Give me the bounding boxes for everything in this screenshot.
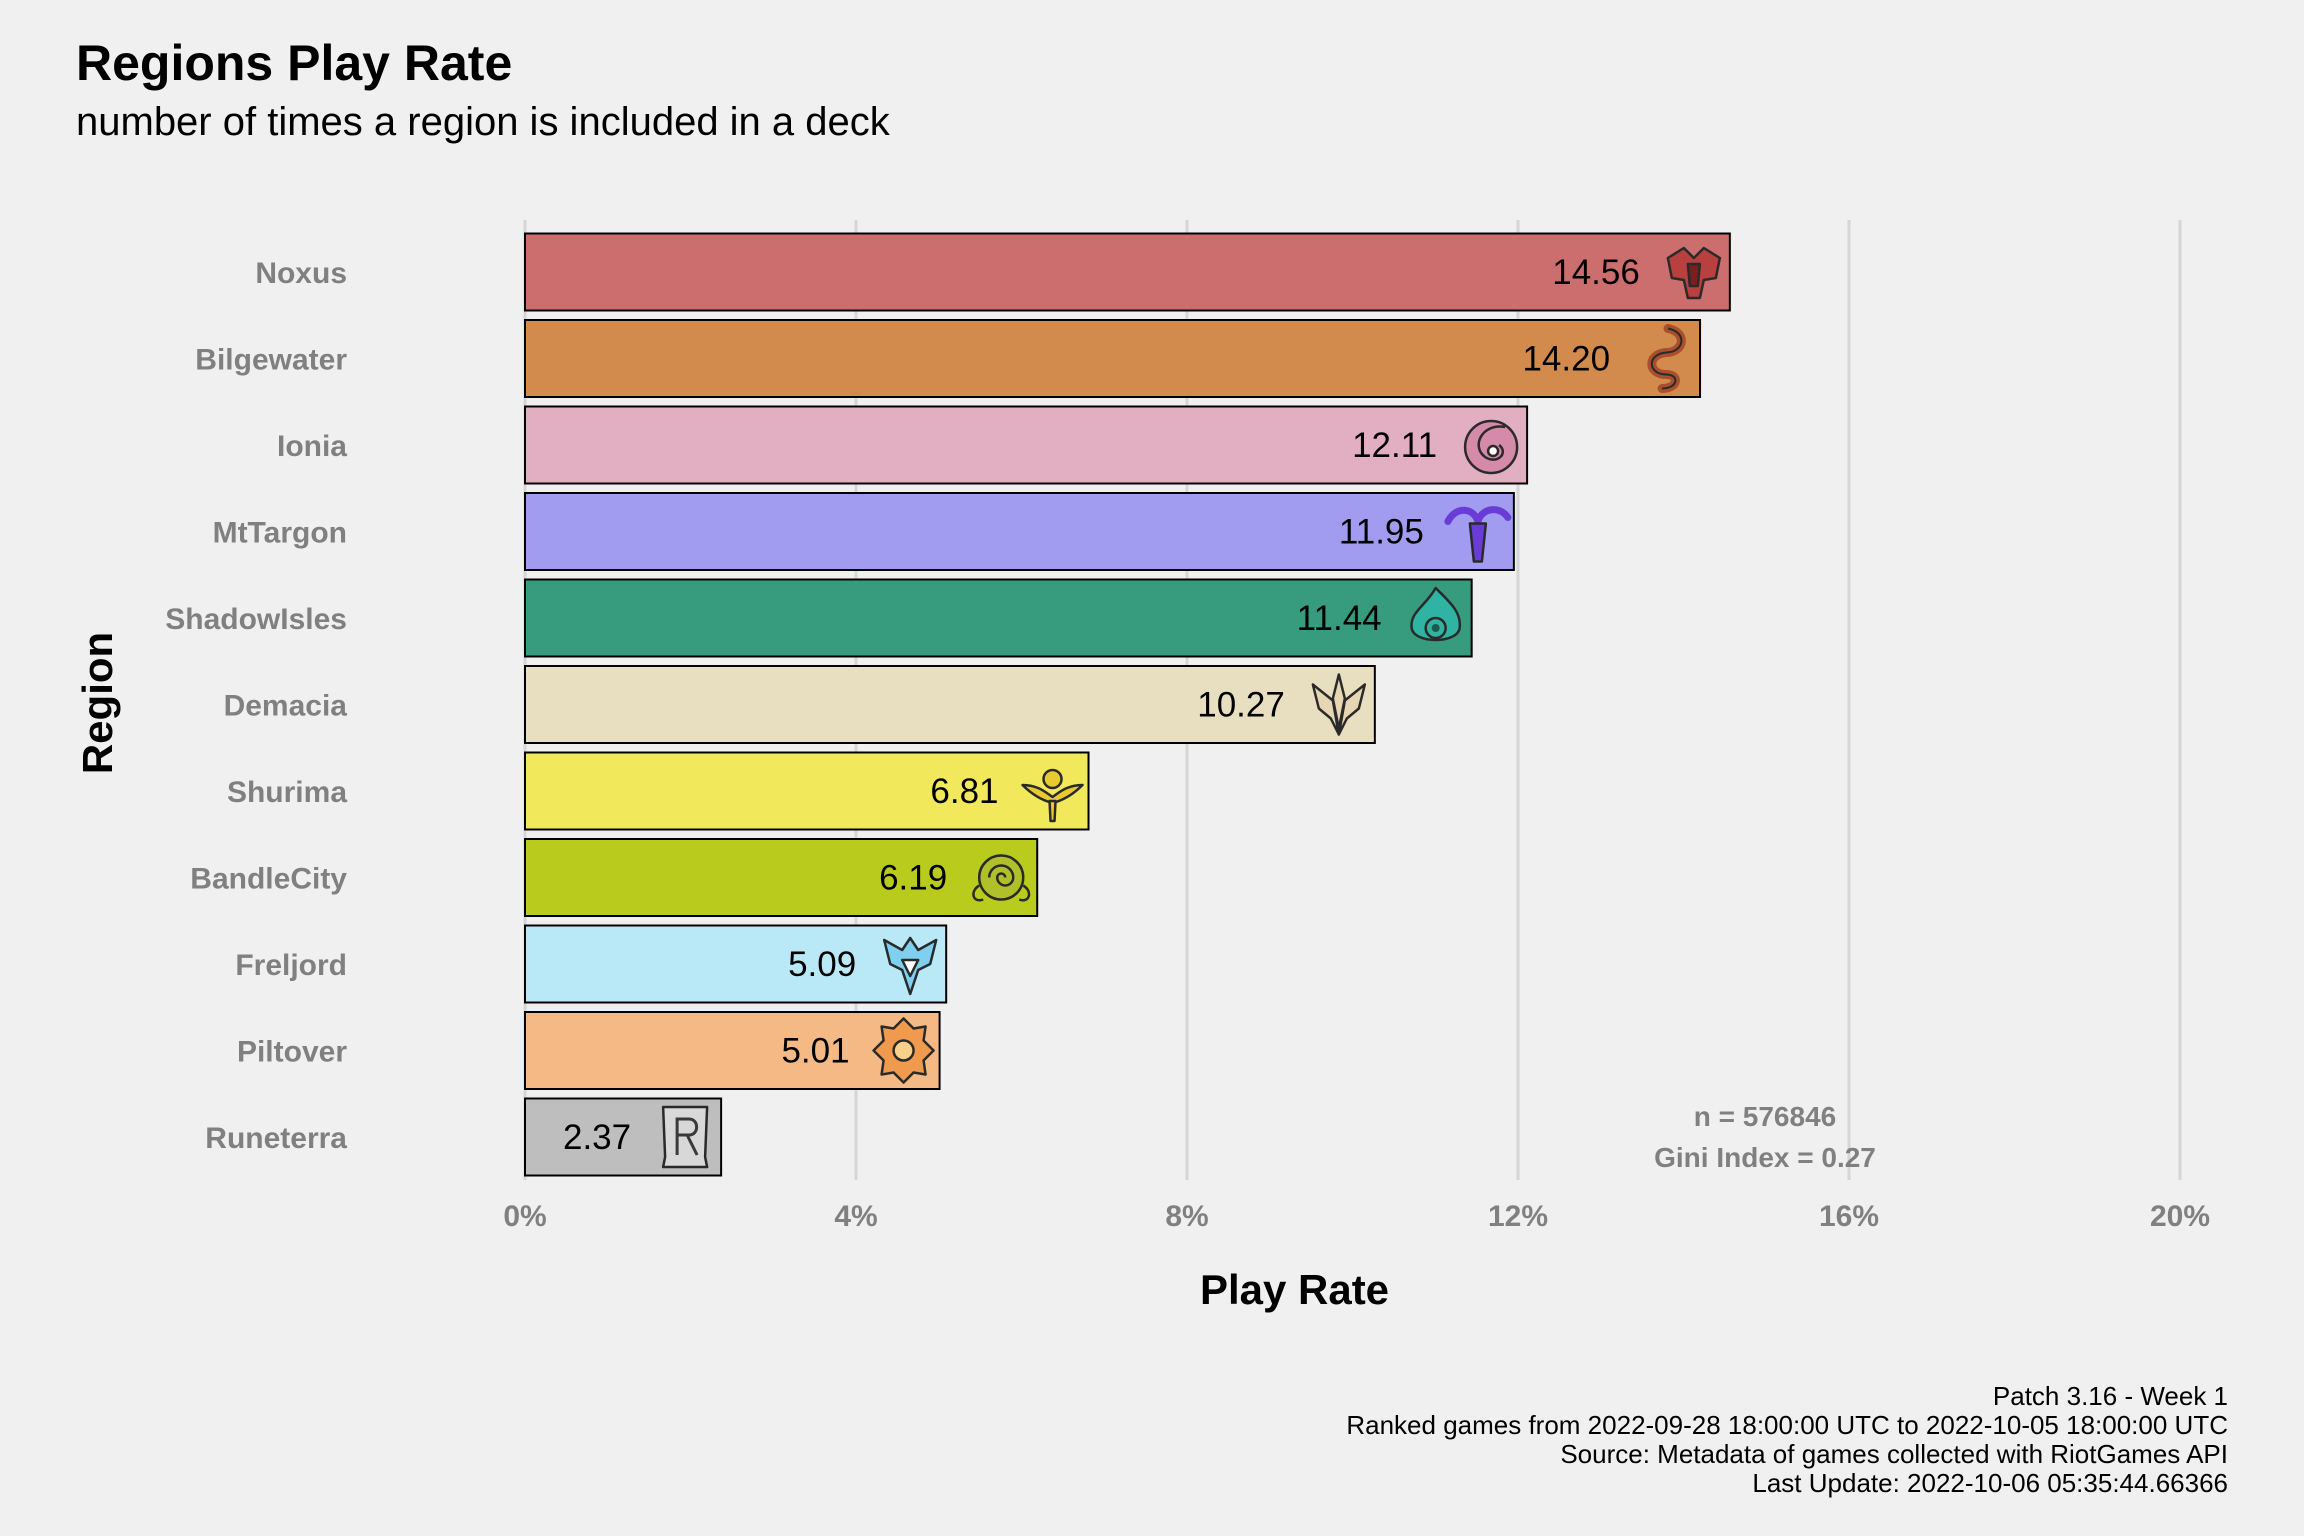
noxus-icon: [1666, 246, 1722, 300]
value-label: 12.11: [1352, 426, 1437, 465]
chart-subtitle: number of times a region is included in …: [76, 100, 890, 144]
value-label: 2.37: [563, 1118, 631, 1157]
value-label: 6.19: [879, 859, 947, 898]
x-tick-label: 0%: [503, 1200, 546, 1233]
category-label: ShadowIsles: [165, 603, 347, 636]
x-tick-label: 20%: [2150, 1200, 2210, 1233]
category-label: Bilgewater: [195, 344, 347, 377]
bar-bilgewater: [524, 319, 1702, 398]
chart-title: Regions Play Rate: [76, 35, 513, 91]
bars: [524, 232, 1731, 1177]
bar-freljord: [524, 924, 948, 1004]
category-label: MtTargon: [213, 517, 347, 550]
category-label: Piltover: [237, 1036, 347, 1069]
sample-size-annotation: n = 576846: [1694, 1101, 1836, 1132]
category-label: Noxus: [255, 257, 347, 290]
x-tick-label: 12%: [1488, 1200, 1548, 1233]
bar-piltover: [524, 1011, 941, 1090]
category-label: Freljord: [235, 949, 347, 982]
region-icons: [661, 246, 1722, 1169]
runeterra-icon: [661, 1105, 709, 1169]
x-tick-label: 4%: [834, 1200, 877, 1233]
category-label: Runeterra: [205, 1122, 347, 1155]
x-tick-label: 16%: [1819, 1200, 1879, 1233]
category-labels: Noxus Bilgewater Ionia MtTargon ShadowIsles D…: [165, 257, 347, 1155]
value-label: 11.95: [1339, 513, 1424, 552]
x-tick-label: 8%: [1165, 1200, 1208, 1233]
value-label: 14.56: [1552, 253, 1640, 292]
bar-mttargon: [524, 492, 1515, 571]
bandlecity-icon: [972, 854, 1031, 902]
bar-bandlecity: [524, 838, 1039, 917]
caption-line-source: Source: Metadata of games collected with…: [1560, 1439, 2228, 1469]
category-label: Demacia: [224, 690, 348, 723]
bar-noxus: [524, 232, 1731, 312]
piltover-icon: [872, 1017, 935, 1084]
demacia-icon: [1311, 673, 1367, 736]
value-label: 14.20: [1522, 340, 1610, 379]
value-label: 6.81: [930, 772, 998, 811]
bar-shadowisles: [524, 578, 1473, 658]
freljord-icon: [882, 936, 938, 996]
value-labels: 14.56 14.20 12.11 11.95 11.44 10.27 6.81 6.19 5.…: [563, 253, 1640, 1157]
y-axis-title: Region: [74, 632, 121, 774]
category-label: Shurima: [227, 776, 347, 809]
shurima-icon: [1021, 768, 1084, 823]
caption-line-update: Last Update: 2022-10-06 05:35:44.66366: [1752, 1468, 2228, 1498]
value-label: 10.27: [1197, 686, 1285, 725]
value-label: 11.44: [1297, 599, 1382, 638]
category-label: Ionia: [277, 430, 347, 463]
x-tick-labels: 0% 4% 8% 12% 16% 20%: [503, 1200, 2210, 1233]
bilgewater-icon: [1647, 324, 1686, 393]
caption: Patch 3.16 - Week 1 Ranked games from 20…: [1346, 1382, 2228, 1498]
shadowisles-icon: [1410, 586, 1462, 642]
caption-line-range: Ranked games from 2022-09-28 18:00:00 UT…: [1346, 1410, 2228, 1440]
ionia-icon: [1463, 419, 1519, 475]
bar-demacia: [524, 665, 1376, 744]
value-label: 5.09: [788, 945, 856, 984]
caption-line-patch: Patch 3.16 - Week 1: [1992, 1381, 2228, 1411]
gini-annotation: Gini Index = 0.27: [1654, 1142, 1876, 1173]
bar-shurima: [524, 751, 1090, 831]
bar-ionia: [524, 405, 1529, 485]
mttargon-icon: [1444, 506, 1512, 563]
value-label: 5.01: [781, 1032, 849, 1071]
x-axis-title: Play Rate: [1200, 1266, 1389, 1313]
category-label: BandleCity: [190, 863, 347, 896]
